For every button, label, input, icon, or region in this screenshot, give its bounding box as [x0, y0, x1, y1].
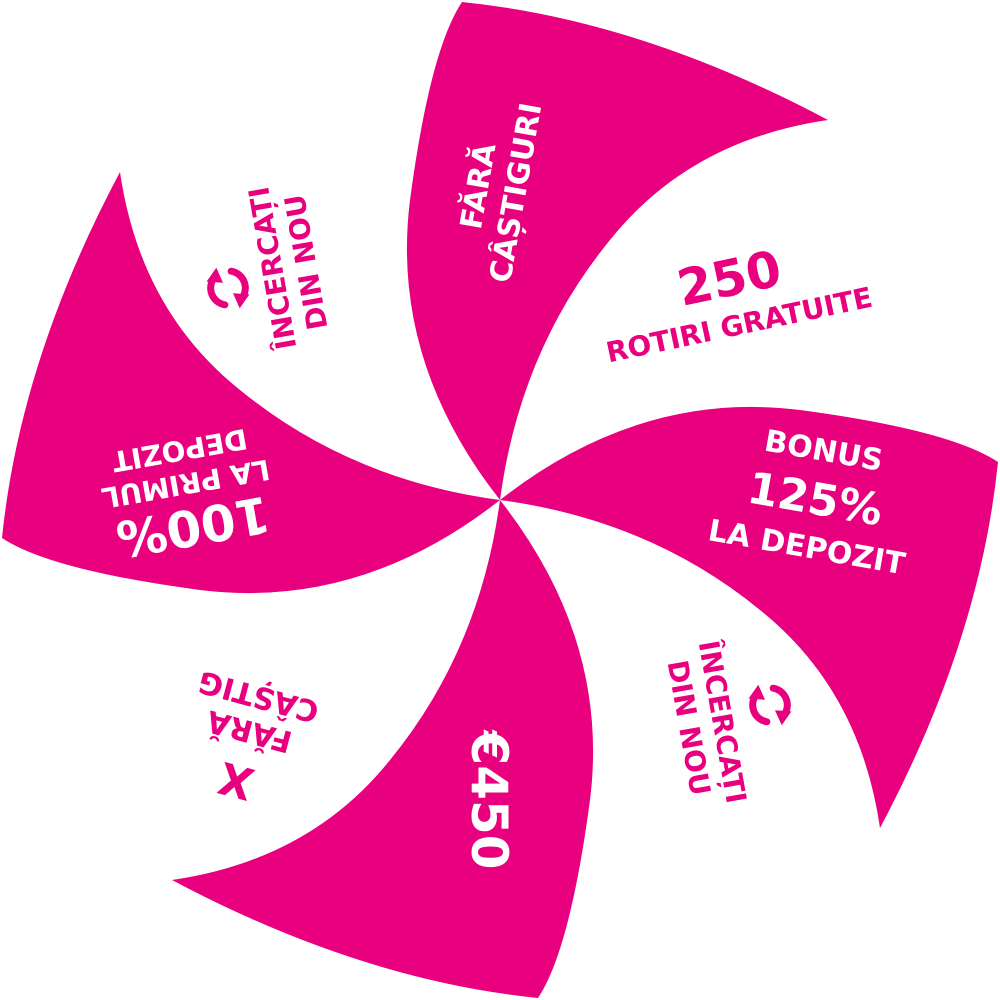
wheel-segment-2-blade[interactable]: [500, 406, 998, 828]
wheel-segment-6: 100% LA PRIMUL DEPOZIT: [99, 422, 274, 568]
wheel-segment-0-blade[interactable]: [406, 2, 828, 500]
retry-arrows-icon: [206, 267, 250, 309]
wheel-segment-5: FĂRĂ CÂȘTIG X: [195, 663, 323, 809]
wheel-segment-6-blade[interactable]: [2, 172, 500, 594]
segment-5-line-0: X: [213, 751, 259, 809]
retry-arrows-icon: [748, 684, 792, 726]
wheel-segment-4: €450: [460, 729, 518, 869]
wheel-segment-3: ÎNCERCAȚI DIN NOU: [661, 638, 754, 806]
wheel-segment-1: 250 ROTIRI GRATUITE: [603, 239, 875, 369]
segment-4-line-0: €450: [460, 729, 518, 869]
wheel-segment-4-blade[interactable]: [172, 500, 594, 998]
wheel-segment-7: ÎNCERCAȚI DIN NOU: [241, 184, 334, 352]
